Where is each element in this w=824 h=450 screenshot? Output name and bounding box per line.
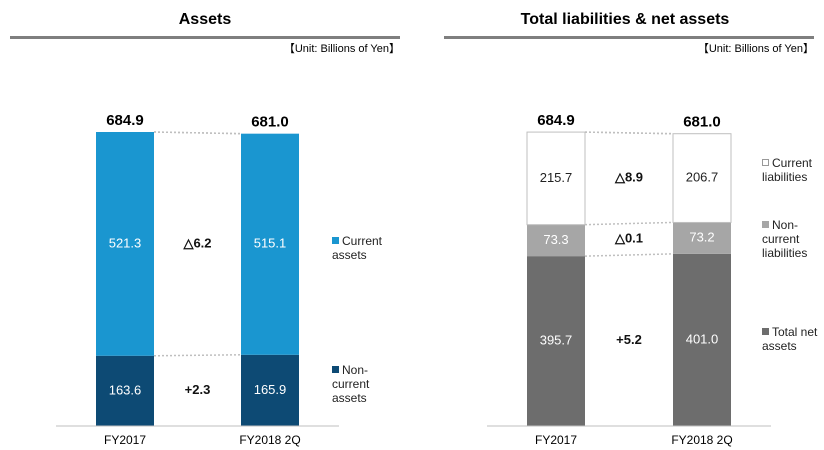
change-label: △0.1 bbox=[614, 231, 643, 246]
title-rule bbox=[10, 36, 400, 39]
legend-entry: Non-current assets bbox=[332, 363, 400, 405]
bar-value-label: 165.9 bbox=[254, 382, 287, 397]
chart-title: Assets bbox=[179, 11, 232, 28]
bar-segment bbox=[241, 354, 299, 426]
bar-segment bbox=[527, 256, 585, 426]
x-tick-label: FY2018 2Q bbox=[239, 433, 300, 447]
connector bbox=[153, 354, 242, 357]
legend-entry: Current assets bbox=[332, 234, 400, 262]
change-label: △6.2 bbox=[182, 235, 211, 250]
legend-swatch bbox=[762, 159, 769, 167]
bar-segment bbox=[96, 132, 154, 356]
bar-value-label: 206.7 bbox=[686, 170, 719, 185]
legend-label: Total net assets bbox=[762, 325, 818, 354]
change-label: +2.3 bbox=[185, 382, 211, 397]
x-tick-label: FY2017 bbox=[104, 433, 146, 447]
total-label: 681.0 bbox=[251, 114, 289, 131]
title-rule bbox=[444, 36, 814, 39]
change-label: +5.2 bbox=[616, 332, 642, 347]
bar-value-label: 215.7 bbox=[540, 170, 573, 185]
total-label: 681.0 bbox=[683, 114, 721, 131]
bar-segment bbox=[96, 355, 154, 426]
bar-value-label: 163.6 bbox=[109, 382, 142, 397]
total-label: 684.9 bbox=[106, 112, 144, 129]
bar-value-label: 521.3 bbox=[109, 235, 142, 250]
connector bbox=[584, 253, 674, 257]
change-label: △8.9 bbox=[614, 170, 643, 185]
total-label: 684.9 bbox=[537, 112, 575, 129]
chart-title: Total liabilities & net assets bbox=[521, 11, 730, 28]
connector bbox=[584, 221, 674, 226]
legend-label: Current liabilities bbox=[762, 156, 813, 185]
unit-label: 【Unit: Billions of Yen】 bbox=[284, 42, 400, 55]
legend-label: Non-current liabilities bbox=[762, 218, 808, 261]
legend-label: Non-current assets bbox=[332, 362, 370, 405]
legend-swatch bbox=[332, 365, 339, 373]
connector bbox=[584, 131, 674, 135]
bar-value-label: 515.1 bbox=[254, 236, 287, 251]
legend-label: Current assets bbox=[332, 233, 383, 262]
connector bbox=[153, 131, 242, 135]
bar-segment bbox=[673, 253, 731, 426]
unit-label: 【Unit: Billions of Yen】 bbox=[698, 42, 814, 55]
bar-value-label: 401.0 bbox=[686, 331, 719, 346]
legend-entry: Total net assets bbox=[762, 325, 824, 353]
x-tick-label: FY2017 bbox=[535, 433, 577, 447]
legend-swatch bbox=[332, 236, 339, 244]
bar-segment bbox=[672, 133, 732, 223]
legend-swatch bbox=[762, 328, 769, 336]
bar-segment bbox=[527, 224, 585, 257]
bar-value-label: 395.7 bbox=[540, 333, 573, 348]
bar-segment bbox=[673, 222, 731, 254]
bar-segment bbox=[241, 133, 299, 355]
legend-entry: Current liabilities bbox=[762, 156, 824, 184]
bar-value-label: 73.2 bbox=[689, 230, 714, 245]
x-tick-label: FY2018 2Q bbox=[671, 433, 732, 447]
legend-swatch bbox=[762, 221, 769, 229]
bar-value-label: 73.3 bbox=[543, 232, 568, 247]
bar-segment bbox=[526, 131, 586, 226]
legend-entry: Non-current liabilities bbox=[762, 218, 824, 260]
